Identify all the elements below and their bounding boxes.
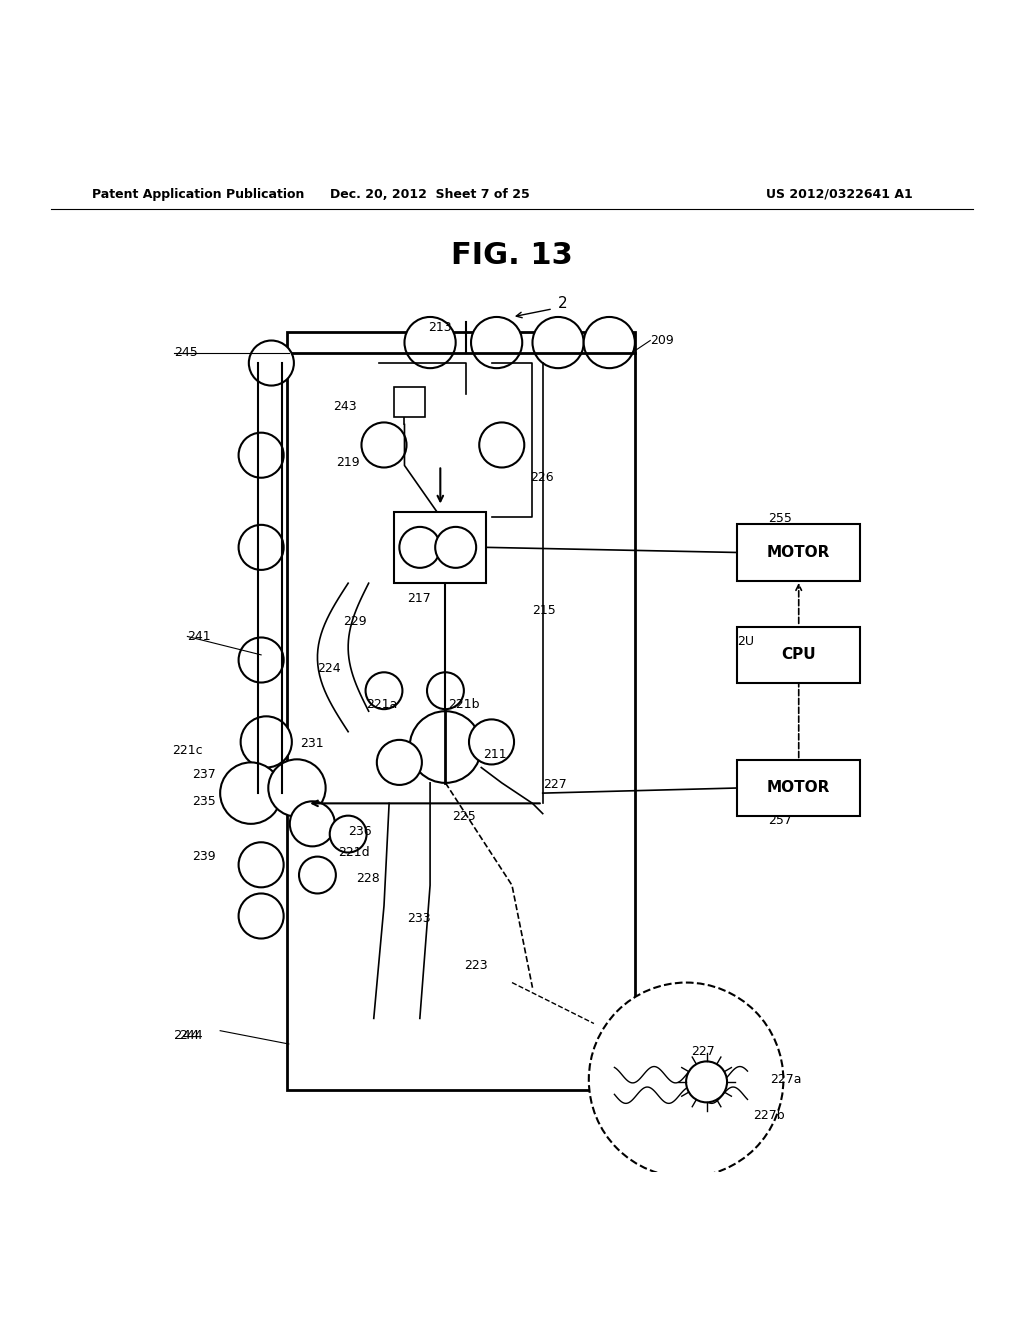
Circle shape [366, 672, 402, 709]
Text: 2: 2 [558, 296, 567, 312]
Circle shape [239, 894, 284, 939]
Text: 225: 225 [453, 810, 476, 824]
Text: 244: 244 [174, 1030, 200, 1043]
Text: FIG. 13: FIG. 13 [452, 242, 572, 271]
Circle shape [241, 717, 292, 767]
Text: 257: 257 [768, 814, 792, 828]
FancyBboxPatch shape [737, 524, 860, 581]
Text: 229: 229 [343, 615, 367, 627]
Circle shape [404, 317, 456, 368]
Text: 228: 228 [356, 871, 380, 884]
Text: 219: 219 [336, 455, 359, 469]
Text: Dec. 20, 2012  Sheet 7 of 25: Dec. 20, 2012 Sheet 7 of 25 [330, 187, 530, 201]
Circle shape [299, 857, 336, 894]
Circle shape [479, 422, 524, 467]
Text: MOTOR: MOTOR [767, 780, 830, 796]
Text: 245: 245 [174, 346, 198, 359]
Circle shape [427, 672, 464, 709]
Circle shape [239, 842, 284, 887]
Circle shape [330, 816, 367, 853]
Text: 227a: 227a [770, 1073, 802, 1086]
Text: 227: 227 [543, 779, 566, 792]
Circle shape [584, 317, 635, 368]
Text: 227: 227 [691, 1044, 715, 1057]
Text: 241: 241 [187, 630, 211, 643]
Text: 239: 239 [193, 850, 216, 863]
Text: 255: 255 [768, 512, 792, 525]
FancyBboxPatch shape [394, 387, 425, 417]
Text: 224: 224 [317, 661, 341, 675]
Circle shape [239, 525, 284, 570]
Text: 217: 217 [408, 593, 431, 605]
Circle shape [686, 1061, 727, 1102]
Circle shape [361, 422, 407, 467]
Text: 221b: 221b [449, 697, 480, 710]
Circle shape [239, 433, 284, 478]
Text: 213: 213 [428, 321, 452, 334]
Text: 226: 226 [530, 471, 554, 484]
Text: 244: 244 [179, 1030, 203, 1043]
Circle shape [532, 317, 584, 368]
Circle shape [249, 341, 294, 385]
Circle shape [377, 741, 422, 785]
Circle shape [589, 982, 783, 1177]
FancyBboxPatch shape [737, 627, 860, 682]
Circle shape [471, 317, 522, 368]
Text: 221a: 221a [367, 697, 398, 710]
Text: 237: 237 [193, 768, 216, 781]
Text: 2U: 2U [737, 635, 755, 648]
Text: 233: 233 [408, 912, 431, 924]
Text: 211: 211 [483, 747, 507, 760]
Text: 235: 235 [193, 795, 216, 808]
Circle shape [290, 801, 335, 846]
Text: 223: 223 [464, 958, 487, 972]
FancyBboxPatch shape [394, 512, 486, 583]
FancyBboxPatch shape [287, 333, 635, 1090]
Circle shape [469, 719, 514, 764]
Circle shape [410, 711, 481, 783]
Circle shape [399, 527, 440, 568]
Text: MOTOR: MOTOR [767, 545, 830, 560]
Circle shape [268, 759, 326, 817]
Text: 209: 209 [650, 334, 674, 347]
Circle shape [220, 763, 282, 824]
Circle shape [239, 638, 284, 682]
Text: 221d: 221d [338, 846, 370, 859]
Text: 236: 236 [348, 825, 372, 837]
Text: 227b: 227b [753, 1109, 784, 1122]
Text: CPU: CPU [781, 647, 816, 663]
Text: Patent Application Publication: Patent Application Publication [92, 187, 304, 201]
FancyBboxPatch shape [737, 760, 860, 816]
Text: US 2012/0322641 A1: US 2012/0322641 A1 [766, 187, 913, 201]
Text: 231: 231 [300, 738, 324, 751]
Text: 221c: 221c [172, 743, 203, 756]
Circle shape [435, 527, 476, 568]
Text: 243: 243 [333, 400, 356, 413]
Text: 215: 215 [532, 605, 556, 618]
